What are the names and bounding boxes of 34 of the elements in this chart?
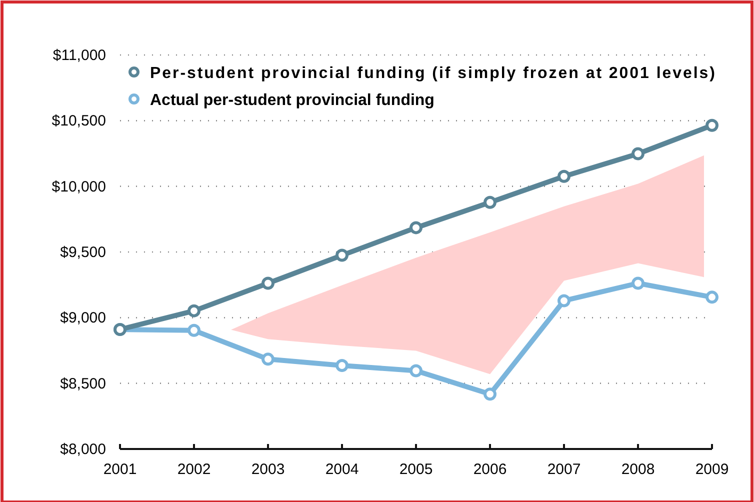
x-tick-label: 2001: [103, 461, 137, 478]
y-tick-label: $8,500: [60, 375, 106, 392]
x-tick-label: 2005: [399, 461, 433, 478]
x-tick-label: 2006: [473, 461, 507, 478]
point: [558, 170, 570, 183]
y-tick-label: $9,000: [60, 310, 106, 327]
point: [262, 276, 274, 290]
point: [410, 221, 422, 234]
point: [706, 290, 718, 304]
x-tick-label: 2003: [251, 461, 285, 478]
x-tick-label: 2002: [177, 461, 211, 478]
point: [632, 276, 644, 290]
y-tick-label: $9,500: [60, 244, 106, 261]
point: [188, 324, 200, 337]
point: [706, 118, 718, 132]
point: [632, 147, 644, 160]
point: [558, 294, 570, 308]
legend-label: Per-student provincial funding (if simply frozen at 2001 levels): [150, 65, 715, 82]
x-tick-label: 2008: [621, 461, 655, 478]
point: [484, 196, 496, 209]
point: [262, 352, 274, 366]
point: [336, 358, 348, 372]
y-tick-label: $10,500: [52, 112, 106, 130]
point: [188, 304, 200, 318]
y-tick-label: $10,000: [52, 178, 106, 196]
x-tick-label: 2007: [547, 461, 581, 478]
legend-label: Actual per-student provincial funding: [150, 92, 434, 109]
y-tick-label: $8,000: [60, 441, 106, 458]
y-tick-label: $11,000: [52, 47, 106, 64]
point: [336, 248, 348, 262]
x-tick-label: 2004: [325, 461, 359, 478]
point: [484, 388, 496, 401]
point: [410, 364, 422, 378]
x-tick-label: 2009: [695, 461, 729, 478]
